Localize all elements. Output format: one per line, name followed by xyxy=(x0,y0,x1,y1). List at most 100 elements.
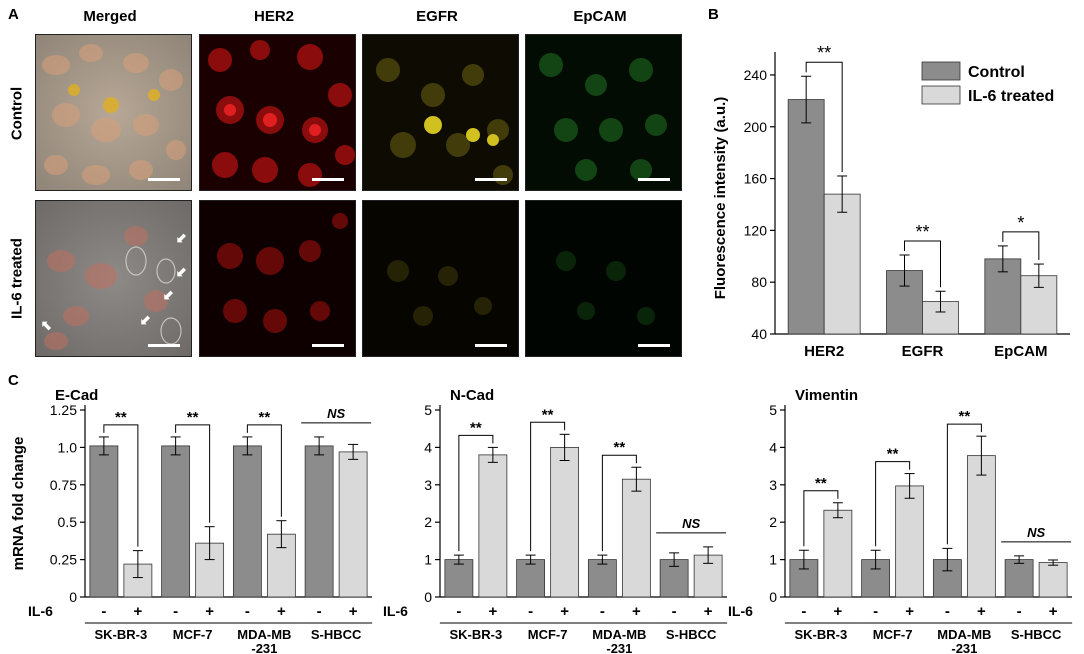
y-tick-label-c: 5 xyxy=(424,402,432,418)
micrograph-egfr-il6-art xyxy=(363,201,518,356)
significance-bracket-c xyxy=(103,424,139,547)
x-tick-label-c: MDA-MB xyxy=(937,627,991,642)
y-tick-label-c: 3 xyxy=(424,477,432,493)
legend-label-b: Control xyxy=(968,64,1025,81)
scale-bar xyxy=(475,344,507,347)
bar-c xyxy=(444,559,474,598)
bar-c xyxy=(1004,559,1034,598)
micrograph-egfr-control xyxy=(362,34,519,191)
x-tick-label-c: SK-BR-3 xyxy=(450,627,503,642)
col-header-merged: Merged xyxy=(83,8,137,25)
x-tick-label-b: EGFR xyxy=(902,343,944,360)
x-tick-label-c: MDA-MB xyxy=(592,627,646,642)
x-tick-label-c: S-HBCC xyxy=(1011,627,1062,642)
x-tick-label-c: SK-BR-3 xyxy=(95,627,148,642)
micrograph-merged-control xyxy=(35,34,192,191)
bar-c xyxy=(304,445,334,598)
scale-bar xyxy=(148,344,180,347)
treatment-mark-c: + xyxy=(1049,603,1058,620)
x-tick-label-c: -231 xyxy=(951,641,977,654)
treatment-mark-c: - xyxy=(101,603,106,620)
treatment-mark-c: + xyxy=(205,603,214,620)
treatment-mark-c: + xyxy=(833,603,842,620)
treatment-mark-c: + xyxy=(277,603,286,620)
treatment-mark-c: + xyxy=(133,603,142,620)
micrograph-her2-il6 xyxy=(199,200,356,357)
col-header-epcam: EpCAM xyxy=(573,8,627,25)
legend-swatch-b xyxy=(921,61,961,81)
significance-label-b: * xyxy=(1017,213,1024,233)
treatment-mark-c: - xyxy=(873,603,878,620)
y-tick-label-c: 0 xyxy=(69,589,77,605)
legend-swatch-b xyxy=(921,85,961,105)
chart-title-c: Vimentin xyxy=(795,387,858,404)
scale-bar xyxy=(638,178,670,181)
micrograph-her2-control-art xyxy=(200,35,355,190)
bar-c xyxy=(895,485,925,598)
significance-label-c: ** xyxy=(470,419,482,436)
chart-title-c: E-Cad xyxy=(55,387,98,404)
arrow-icon: ⬋ xyxy=(176,263,188,279)
significance-bracket-c xyxy=(875,461,911,547)
x-tick-label-c: MCF-7 xyxy=(873,627,913,642)
significance-bracket-b xyxy=(904,240,941,288)
significance-label-c: ** xyxy=(187,409,199,426)
y-tick-label-c: 4 xyxy=(424,439,432,455)
x-tick-label-c: MCF-7 xyxy=(173,627,213,642)
bar-c xyxy=(161,445,191,598)
significance-label-b: ** xyxy=(817,43,831,63)
micrograph-epcam-il6-art xyxy=(526,201,681,356)
y-tick-label-c: 1 xyxy=(769,552,777,568)
bar-c xyxy=(966,455,996,598)
arrow-icon: ⬋ xyxy=(176,229,188,245)
panel-c-letter: C xyxy=(8,372,19,389)
micrograph-merged-control-art xyxy=(36,35,191,190)
y-tick-label-c: 1 xyxy=(424,552,432,568)
significance-bracket-b xyxy=(1002,231,1040,261)
treatment-mark-c: - xyxy=(1017,603,1022,620)
micrograph-egfr-il6 xyxy=(362,200,519,357)
arrow-icon: ⬉ xyxy=(41,317,53,333)
bar-c xyxy=(89,445,119,598)
chart-title-c: N-Cad xyxy=(450,387,494,404)
scale-bar xyxy=(475,178,507,181)
x-tick-label-c: SK-BR-3 xyxy=(795,627,848,642)
y-tick-label-c: 2 xyxy=(424,514,432,530)
micrograph-her2-control xyxy=(199,34,356,191)
treatment-mark-c: + xyxy=(560,603,569,620)
bar-c xyxy=(478,454,508,598)
y-tick-label-c: 0.5 xyxy=(58,514,78,530)
significance-label-c: NS xyxy=(682,516,700,531)
y-tick-label-c: 0 xyxy=(424,589,432,605)
treatment-row-label-c: IL-6 xyxy=(728,603,753,619)
y-tick-label-c: 1.0 xyxy=(58,439,78,455)
treatment-mark-c: + xyxy=(488,603,497,620)
treatment-mark-c: + xyxy=(349,603,358,620)
significance-label-c: ** xyxy=(887,446,899,463)
scale-bar xyxy=(312,344,344,347)
col-header-her2: HER2 xyxy=(253,8,294,25)
y-tick-label-b: 80 xyxy=(751,274,767,290)
panel-b-letter: B xyxy=(708,6,719,23)
bar-b xyxy=(787,99,825,335)
y-tick-label-c: 1.25 xyxy=(50,402,77,418)
bar-c xyxy=(587,559,617,598)
micrograph-merged-il6: ⬋ ⬋ ⬋ ⬋ ⬉ xyxy=(35,200,192,357)
bar-c xyxy=(1038,562,1068,598)
x-tick-label-c: MDA-MB xyxy=(237,627,291,642)
treatment-mark-c: - xyxy=(945,603,950,620)
micrograph-epcam-control-art xyxy=(526,35,681,190)
y-tick-label-c: 0.75 xyxy=(50,477,77,493)
significance-label-c: ** xyxy=(259,409,271,426)
y-tick-label-c: 2 xyxy=(769,514,777,530)
x-tick-label-b: EpCAM xyxy=(994,343,1047,360)
significance-bracket-c xyxy=(530,421,566,552)
x-tick-label-c: S-HBCC xyxy=(311,627,362,642)
x-tick-label-b: HER2 xyxy=(804,343,844,360)
significance-label-c: ** xyxy=(542,406,554,423)
significance-label-c: NS xyxy=(1027,525,1045,540)
y-axis-label-c: mRNA fold change xyxy=(10,437,27,571)
bar-b xyxy=(823,193,861,335)
significance-label-c: ** xyxy=(959,408,971,425)
y-tick-label-b: 240 xyxy=(744,67,768,83)
